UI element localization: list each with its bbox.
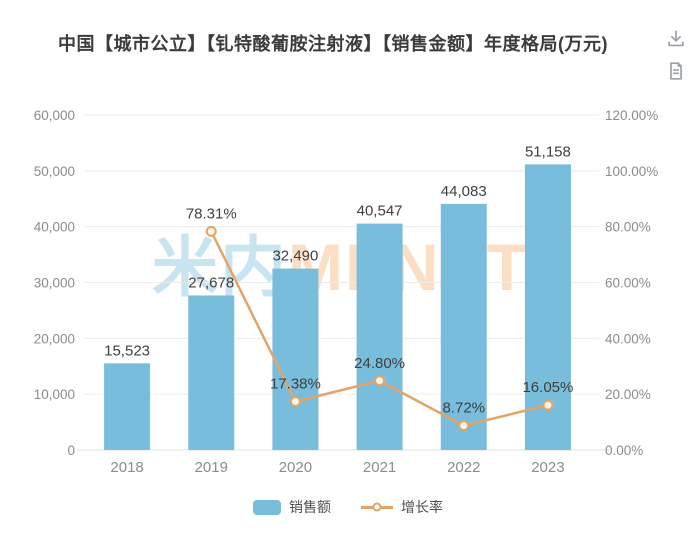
bar-value-label: 27,678 bbox=[188, 274, 234, 291]
watermark: 米内MENET bbox=[152, 234, 529, 300]
bar-2020[interactable] bbox=[272, 268, 319, 450]
bar-value-label: 44,083 bbox=[441, 183, 487, 200]
y-axis-left-tick-label: 30,000 bbox=[34, 276, 75, 291]
x-axis-tick-label: 2021 bbox=[363, 459, 396, 476]
bar-value-label: 32,490 bbox=[272, 248, 318, 265]
line-value-label: 78.31% bbox=[186, 205, 237, 222]
x-axis-tick-label: 2022 bbox=[447, 459, 480, 476]
line-point-2019[interactable] bbox=[205, 225, 217, 237]
bar-2019[interactable] bbox=[188, 295, 235, 450]
line-value-label: 17.38% bbox=[270, 375, 321, 392]
line-series-swatch bbox=[361, 502, 393, 512]
chart-title: 中国【城市公立】【钆特酸葡胺注射液】【销售金额】年度格局(万元) bbox=[58, 34, 608, 54]
watermark-en: MENET bbox=[288, 230, 529, 304]
bar-series-swatch bbox=[253, 499, 281, 515]
line-point-2020[interactable] bbox=[289, 395, 301, 407]
y-axis-left-tick-label: 0 bbox=[67, 443, 75, 458]
y-axis-left-tick-label: 20,000 bbox=[34, 331, 75, 346]
bar-2018[interactable] bbox=[104, 363, 151, 450]
y-axis-right-tick-label: 100.00% bbox=[605, 164, 658, 179]
x-axis-tick-label: 2023 bbox=[531, 459, 564, 476]
bar-value-label: 40,547 bbox=[357, 203, 403, 220]
y-axis-right-tick-label: 0.00% bbox=[605, 443, 643, 458]
legend-item-sales[interactable]: 销售额 bbox=[253, 497, 331, 517]
bar-value-label: 15,523 bbox=[104, 342, 150, 359]
line-marker-icon bbox=[372, 502, 382, 512]
y-axis-right-tick-label: 20.00% bbox=[605, 387, 651, 402]
y-axis-left-tick-label: 50,000 bbox=[34, 164, 75, 179]
bar-2021[interactable] bbox=[356, 223, 403, 450]
bar-value-label: 51,158 bbox=[525, 143, 571, 160]
line-point-2021[interactable] bbox=[374, 375, 386, 387]
y-axis-left-tick-label: 10,000 bbox=[34, 387, 75, 402]
chart-canvas: 0 0.00% 10,000 20.00% 20,000 40.00% 30,000 60.0… bbox=[34, 108, 659, 476]
toolbar bbox=[664, 27, 688, 83]
line-point-2023[interactable] bbox=[542, 399, 554, 411]
report-icon[interactable] bbox=[664, 59, 688, 83]
x-axis-tick-label: 2018 bbox=[110, 459, 143, 476]
y-axis-right-tick-label: 80.00% bbox=[605, 220, 651, 235]
y-axis-right-tick-label: 60.00% bbox=[605, 276, 651, 291]
y-axis-left-tick-label: 60,000 bbox=[34, 108, 75, 123]
x-axis-tick-label: 2020 bbox=[279, 459, 312, 476]
y-axis-right-tick-label: 40.00% bbox=[605, 331, 651, 346]
bar-2022[interactable] bbox=[440, 203, 487, 450]
line-point-2022[interactable] bbox=[458, 420, 470, 432]
download-icon[interactable] bbox=[664, 27, 688, 51]
line-value-label: 16.05% bbox=[522, 379, 573, 396]
y-axis-right-tick-label: 120.00% bbox=[605, 108, 658, 123]
line-value-label: 8.72% bbox=[442, 400, 485, 417]
legend-item-growth[interactable]: 增长率 bbox=[361, 497, 443, 517]
legend: 销售额 增长率 bbox=[0, 497, 696, 517]
y-axis-left-tick-label: 40,000 bbox=[34, 220, 75, 235]
line-value-label: 24.80% bbox=[354, 355, 405, 372]
x-axis-tick-label: 2019 bbox=[195, 459, 228, 476]
legend-label-sales: 销售额 bbox=[289, 499, 331, 515]
legend-label-growth: 增长率 bbox=[401, 499, 443, 515]
